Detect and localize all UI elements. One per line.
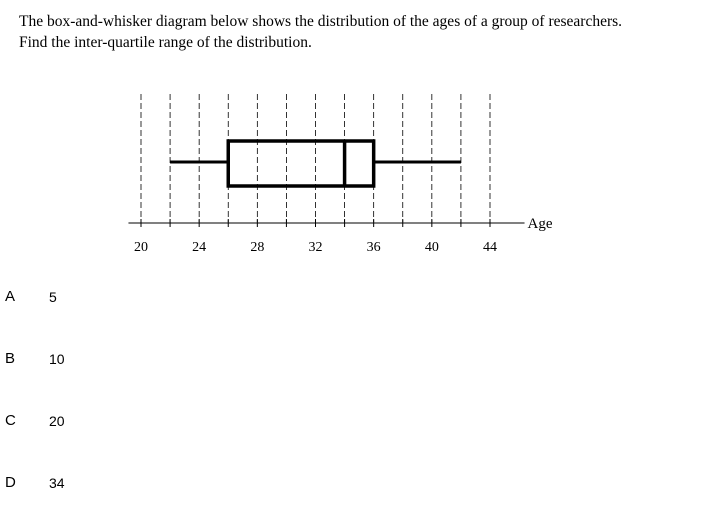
axis-ticks: 20 24 28 32 36 40 44 (134, 219, 497, 255)
axis-label-age: Age (528, 216, 553, 232)
option-b-letter: B (5, 350, 16, 367)
question-line-2: Find the inter-quartile range of the dis… (19, 34, 312, 51)
grid-lines (140, 94, 491, 222)
option-c-letter: C (5, 412, 16, 429)
tick-label: 36 (367, 240, 381, 255)
option-c-value: 20 (49, 413, 65, 429)
option-b[interactable]: B 10 (0, 350, 200, 372)
option-c[interactable]: C 20 (0, 412, 200, 434)
option-d[interactable]: D 34 (0, 474, 200, 496)
question-line-1: The box-and-whisker diagram below shows … (19, 13, 623, 30)
option-a[interactable]: A 5 (0, 288, 200, 310)
tick-label: 20 (134, 240, 148, 255)
option-d-value: 34 (49, 475, 65, 491)
tick-label: 24 (192, 240, 206, 255)
option-d-letter: D (5, 474, 16, 491)
option-b-value: 10 (49, 351, 65, 367)
question-text: The box-and-whisker diagram below shows … (19, 11, 709, 53)
interquartile-box (226, 139, 376, 188)
tick-label: 28 (250, 240, 264, 255)
option-a-value: 5 (49, 289, 57, 305)
box-plot-chart: 20 24 28 32 36 40 44 Age (128, 94, 553, 255)
tick-label: 44 (483, 240, 497, 255)
tick-label: 40 (425, 240, 439, 255)
box-whisker (170, 139, 461, 188)
option-a-letter: A (5, 288, 16, 305)
tick-label: 32 (309, 240, 323, 255)
